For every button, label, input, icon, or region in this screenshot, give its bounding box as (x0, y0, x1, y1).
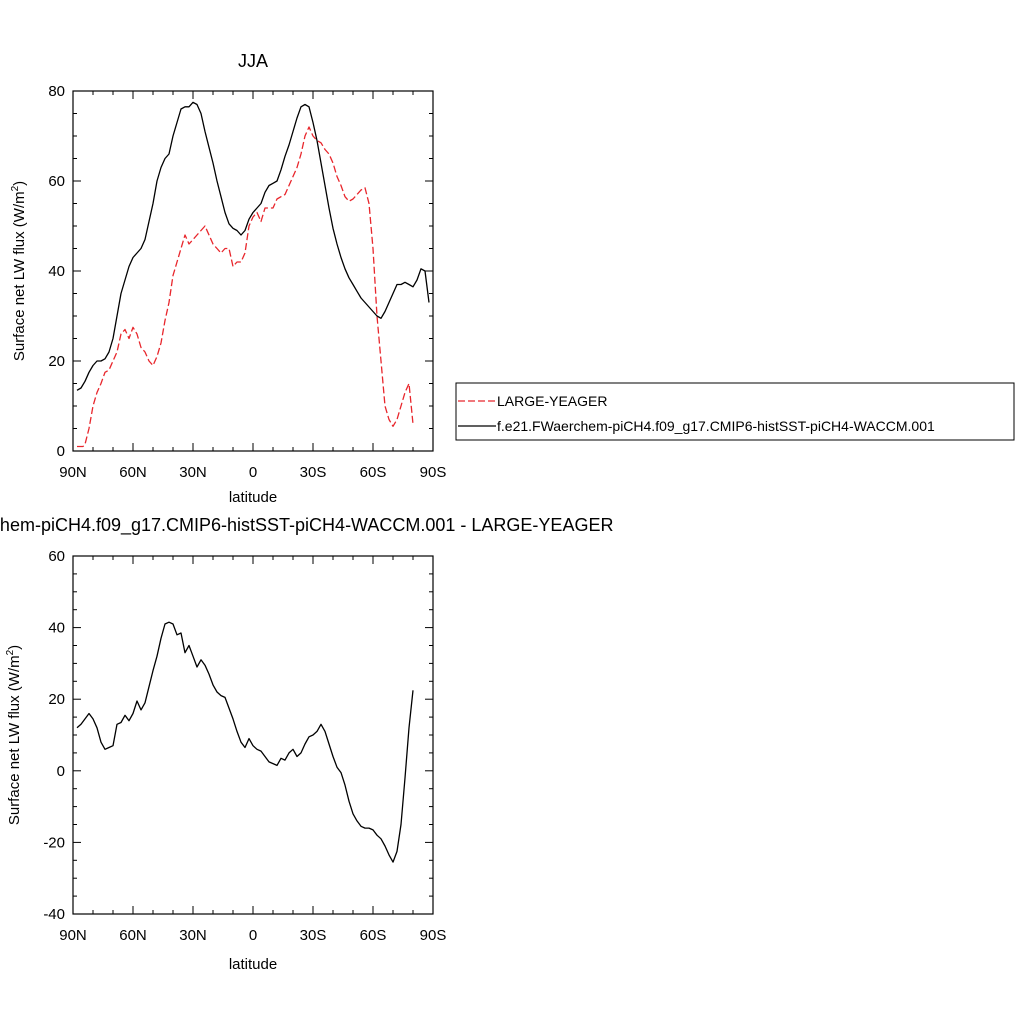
y-tick-label: 80 (48, 83, 65, 100)
legend-label: f.e21.FWaerchem-piCH4.f09_g17.CMIP6-hist… (497, 418, 935, 434)
x-tick-label: 0 (249, 464, 257, 481)
y-tick-label: 40 (48, 263, 65, 280)
y-tick-label: 60 (48, 173, 65, 190)
y-tick-label: 0 (57, 443, 65, 460)
y-axis-label-main: Surface net LW flux (W/m (6, 655, 23, 825)
chart-title: JJA (238, 51, 268, 71)
x-tick-label: 60N (119, 464, 147, 481)
y-tick-label: 20 (48, 691, 65, 708)
x-tick-label: 90N (59, 464, 87, 481)
chart-panel-2: f.e21.FWaerchem-piCH4.f09_g17.CMIP6-hist… (0, 515, 613, 973)
x-tick-label: 60N (119, 927, 147, 944)
chart-title: f.e21.FWaerchem-piCH4.f09_g17.CMIP6-hist… (0, 515, 613, 536)
x-tick-label: 30N (179, 464, 207, 481)
y-axis-label-sup: 2 (5, 649, 16, 655)
y-tick-label: 0 (57, 763, 65, 780)
y-tick-label: -20 (43, 834, 65, 851)
y-tick-label: 60 (48, 548, 65, 565)
legend-label: LARGE-YEAGER (497, 393, 607, 409)
y-tick-label: 20 (48, 353, 65, 370)
x-tick-label: 60S (360, 927, 387, 944)
y-axis-label: Surface net LW flux (W/m2) (10, 181, 28, 361)
y-tick-label: -40 (43, 906, 65, 923)
y-axis-label-main: Surface net LW flux (W/m (11, 191, 28, 361)
y-axis-label-end: ) (11, 181, 28, 186)
x-tick-label: 0 (249, 927, 257, 944)
x-tick-label: 30S (300, 927, 327, 944)
series-line-1 (77, 126, 414, 448)
legend: LARGE-YEAGER f.e21.FWaerchem-piCH4.f09_g1… (455, 382, 1015, 441)
x-tick-label: 60S (360, 464, 387, 481)
x-tick-label: 30S (300, 464, 327, 481)
series-line-2 (76, 101, 430, 391)
y-axis-label-end: ) (6, 645, 23, 650)
y-tick-label: 40 (48, 620, 65, 637)
chart-panel-1: JJA 0 20 40 60 80 90N 60N 30N 0 30S 60S 90S latitude S… (10, 51, 446, 506)
series-line-1 (76, 621, 414, 863)
y-axis-label-sup: 2 (10, 185, 21, 191)
legend-box (455, 382, 1015, 441)
x-tick-label: 90S (420, 464, 447, 481)
x-tick-label: 90S (420, 927, 447, 944)
plot-frame (72, 555, 434, 915)
x-tick-label: 30N (179, 927, 207, 944)
x-axis-label: latitude (229, 956, 277, 973)
y-axis-label: Surface net LW flux (W/m2) (5, 645, 23, 825)
x-axis-label: latitude (229, 489, 277, 506)
x-tick-label: 90N (59, 927, 87, 944)
